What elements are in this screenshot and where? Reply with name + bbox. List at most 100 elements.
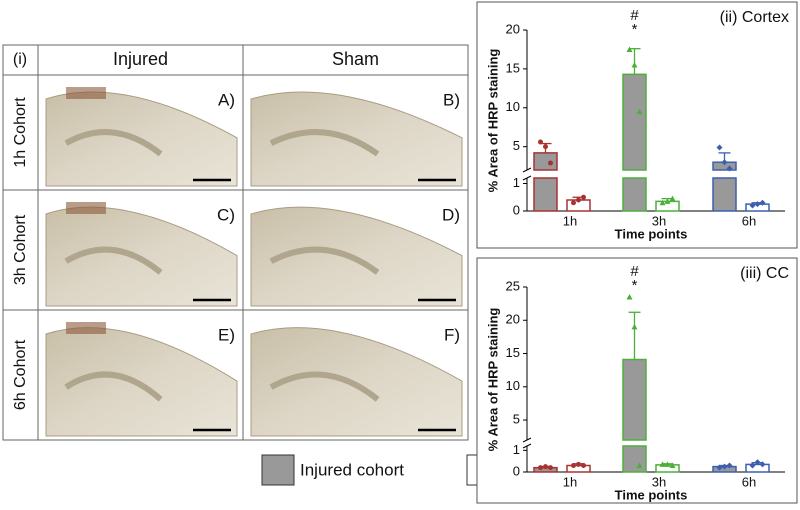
data-point bbox=[581, 194, 586, 200]
panel-letter: D) bbox=[442, 205, 460, 224]
hippocampus bbox=[64, 246, 163, 275]
bar bbox=[622, 445, 647, 473]
y-tick-label: 5 bbox=[513, 411, 520, 426]
data-point bbox=[626, 293, 633, 300]
data-point bbox=[571, 463, 576, 468]
y-tick-label: 0 bbox=[513, 463, 520, 478]
x-axis-label: Time points bbox=[615, 487, 688, 502]
bar bbox=[712, 177, 737, 212]
column-header: Sham bbox=[332, 49, 379, 69]
hippocampus bbox=[269, 246, 380, 275]
y-tick-label: 5 bbox=[513, 138, 520, 153]
y-tick-label: 10 bbox=[506, 378, 520, 393]
data-point bbox=[749, 202, 756, 209]
y-axis-label: % Area of HRP staining bbox=[485, 49, 500, 193]
x-tick-label: 3h bbox=[652, 213, 666, 228]
data-point bbox=[721, 159, 728, 166]
hippocampus bbox=[269, 371, 380, 402]
chart-title: (iii) CC bbox=[740, 265, 789, 282]
data-point bbox=[543, 144, 548, 150]
y-tick-label: 15 bbox=[506, 345, 520, 360]
y-tick-label: 1 bbox=[513, 175, 520, 190]
data-point bbox=[581, 463, 586, 468]
column-header: Injured bbox=[113, 49, 168, 69]
row-header: 1h Cohort bbox=[12, 97, 29, 168]
data-point bbox=[726, 462, 733, 469]
data-point bbox=[669, 195, 676, 202]
annotation: * bbox=[632, 21, 638, 38]
panel-letter: E) bbox=[218, 325, 235, 344]
data-point bbox=[716, 144, 723, 151]
y-axis-label: % Area of HRP staining bbox=[485, 308, 500, 452]
data-point bbox=[716, 464, 723, 471]
x-tick-label: 1h bbox=[563, 213, 577, 228]
y-tick-label: 20 bbox=[506, 312, 520, 327]
y-tick-label: 0 bbox=[513, 202, 520, 217]
annotation: # bbox=[630, 263, 639, 280]
hippocampus bbox=[269, 129, 380, 157]
data-point bbox=[636, 462, 643, 468]
hippocampus bbox=[64, 371, 163, 402]
data-point bbox=[664, 461, 671, 467]
data-point bbox=[759, 199, 766, 206]
data-point bbox=[721, 463, 728, 470]
bar bbox=[533, 152, 558, 171]
panel-letter: F) bbox=[444, 325, 460, 344]
grid-frame bbox=[2, 44, 469, 441]
data-point bbox=[636, 108, 643, 115]
data-point bbox=[664, 198, 671, 204]
panel-label: (i) bbox=[13, 51, 27, 68]
legend-swatch bbox=[261, 454, 295, 486]
lesion bbox=[66, 87, 106, 99]
x-tick-label: 3h bbox=[652, 474, 666, 489]
data-point bbox=[538, 465, 543, 471]
panel-letter: A) bbox=[218, 90, 235, 109]
data-point bbox=[543, 464, 548, 470]
data-point bbox=[571, 200, 576, 206]
brain-section bbox=[250, 327, 463, 437]
axis-break bbox=[522, 443, 532, 449]
axis-break bbox=[522, 437, 532, 443]
data-point bbox=[759, 461, 766, 468]
y-tick-label: 25 bbox=[506, 278, 520, 293]
bar bbox=[622, 177, 647, 212]
data-point bbox=[726, 165, 733, 172]
data-point bbox=[754, 201, 761, 208]
axis-break bbox=[522, 167, 532, 173]
bar bbox=[622, 73, 647, 171]
row-header: 6h Cohort bbox=[12, 339, 29, 410]
data-point bbox=[631, 62, 638, 68]
lesion bbox=[66, 202, 106, 214]
data-point bbox=[631, 323, 638, 330]
x-tick-label: 6h bbox=[742, 213, 756, 228]
image-grid bbox=[2, 44, 469, 441]
y-tick-label: 10 bbox=[506, 99, 520, 114]
y-tick-label: 1 bbox=[513, 442, 520, 457]
panel-letter: B) bbox=[443, 90, 460, 109]
legend-label: Injured cohort bbox=[300, 460, 404, 479]
annotation: # bbox=[630, 7, 639, 24]
data-point bbox=[669, 462, 676, 468]
data-point bbox=[538, 139, 543, 145]
data-point bbox=[548, 160, 553, 166]
data-point bbox=[659, 461, 666, 467]
data-point bbox=[749, 462, 756, 469]
bar bbox=[745, 463, 770, 473]
data-point bbox=[576, 197, 581, 203]
lesion bbox=[66, 322, 106, 334]
data-point bbox=[754, 459, 761, 466]
data-point bbox=[548, 465, 553, 471]
chart-title: (ii) Cortex bbox=[720, 9, 789, 26]
panel-letter: C) bbox=[217, 205, 235, 224]
bar bbox=[622, 358, 647, 441]
data-point bbox=[576, 461, 581, 467]
x-axis-label: Time points bbox=[615, 226, 688, 241]
hippocampus bbox=[64, 129, 163, 157]
annotation: * bbox=[632, 277, 638, 294]
axis-break bbox=[522, 175, 532, 181]
x-tick-label: 1h bbox=[563, 474, 577, 489]
bar bbox=[533, 177, 558, 212]
row-header: 3h Cohort bbox=[12, 214, 29, 285]
